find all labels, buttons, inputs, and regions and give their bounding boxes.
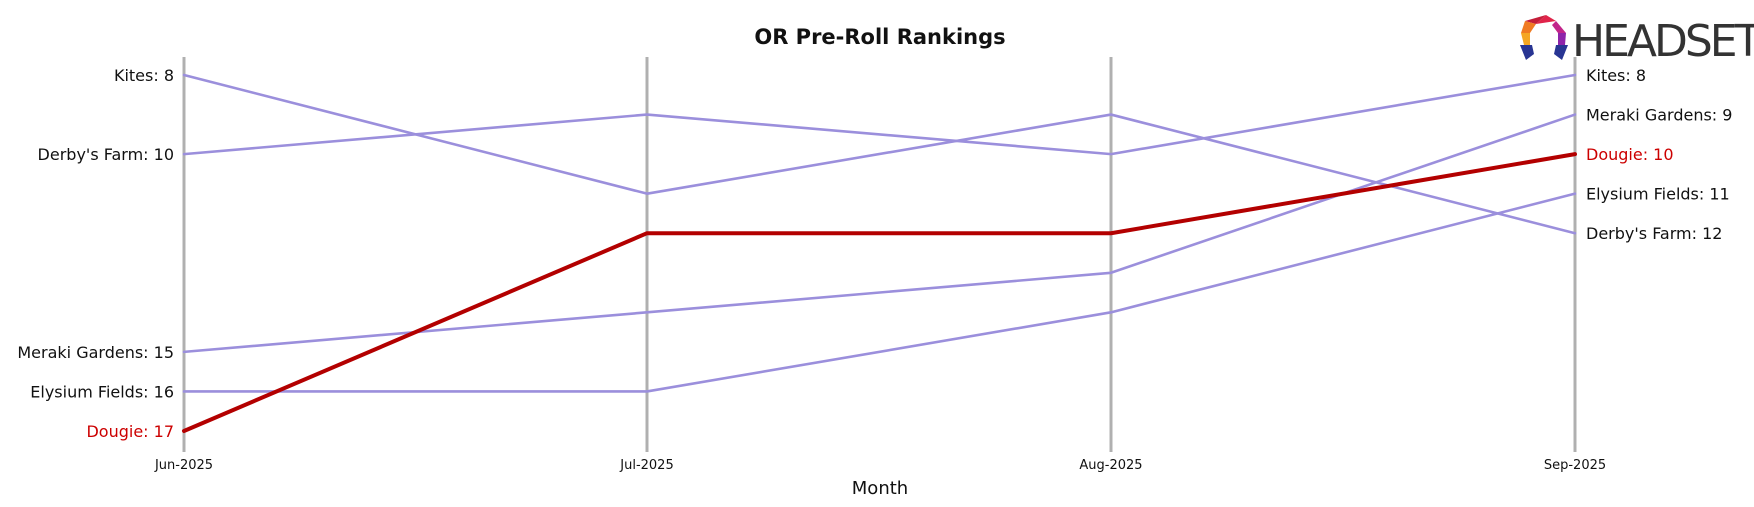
x-axis-ticks: Jun-2025 Jul-2025 Aug-2025 Sep-2025 [154, 458, 1606, 473]
x-axis-label: Month [852, 478, 908, 499]
start-label: Derby's Farm: 10 [38, 145, 174, 164]
start-label: Meraki Gardens: 15 [17, 343, 174, 362]
x-tick-label: Jun-2025 [154, 458, 213, 473]
start-label: Dougie: 17 [86, 422, 174, 441]
series-line-kites [182, 73, 1577, 235]
start-label: Elysium Fields: 16 [30, 382, 174, 401]
series-line-derby-s-farm [182, 73, 1577, 156]
series-lines [182, 73, 1577, 433]
start-label: Kites: 8 [114, 66, 174, 85]
x-tick-label: Sep-2025 [1544, 458, 1606, 473]
series-line-elysium-fields [182, 192, 1577, 393]
logo-text: HEADSET [1572, 16, 1754, 67]
chart-title: OR Pre-Roll Rankings [754, 25, 1005, 49]
x-tick-label: Aug-2025 [1079, 458, 1142, 473]
headset-logo-icon [1520, 15, 1568, 60]
headset-logo: HEADSET [1520, 15, 1754, 67]
gridlines [182, 57, 1577, 452]
end-label: Elysium Fields: 11 [1586, 185, 1730, 204]
end-label: Meraki Gardens: 9 [1586, 106, 1732, 125]
series-line-dougie [182, 152, 1577, 433]
end-label: Kites: 8 [1586, 66, 1646, 85]
x-tick-label: Jul-2025 [619, 458, 673, 473]
end-label: Dougie: 10 [1586, 145, 1674, 164]
end-label: Derby's Farm: 12 [1586, 224, 1722, 243]
series-labels: Kites: 8 Derby's Farm: 12 Derby's Farm: 10… [17, 66, 1732, 441]
